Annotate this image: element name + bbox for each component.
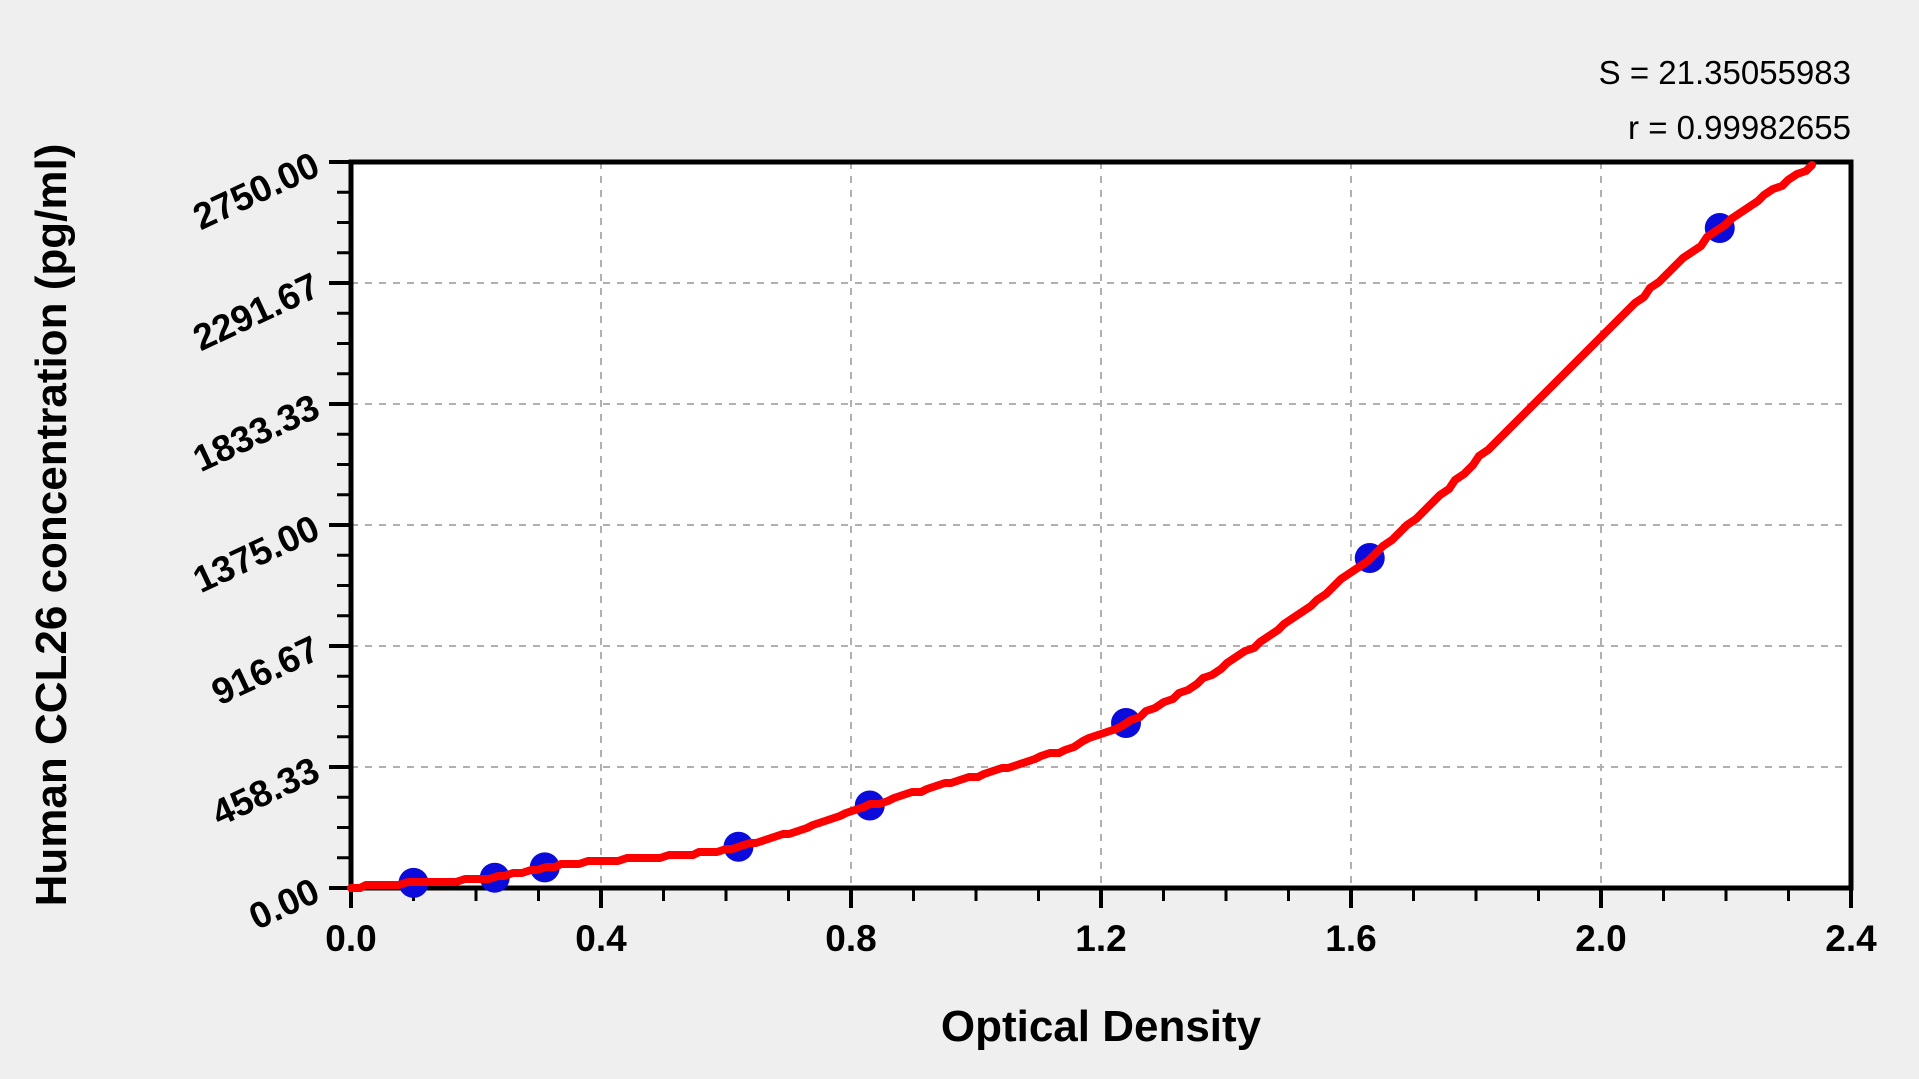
y-axis-title: Human CCL26 concentration (pg/ml) — [27, 144, 76, 907]
plot-border — [348, 159, 1854, 891]
y-tick-label: 0.00 — [243, 870, 326, 938]
y-tick-label: 1375.00 — [187, 507, 326, 601]
fit-s-annotation: S = 21.35055983 — [1599, 54, 1851, 91]
y-tick-label: 2291.67 — [187, 265, 326, 359]
y-tick-label: 1833.33 — [187, 386, 326, 480]
chart-generated-layer: 0.0 0.4 0.8 1.2 1.6 2.0 2.4 0.00 458.33 916.67 137… — [187, 144, 1877, 959]
x-tick-label: 2.4 — [1825, 918, 1877, 959]
y-tick-label: 458.33 — [205, 749, 325, 834]
y-tick-label: 2750.00 — [187, 144, 326, 238]
x-tick-label: 0.8 — [825, 918, 876, 959]
x-tick-label: 0.0 — [325, 918, 376, 959]
y-tick-label: 916.67 — [205, 628, 325, 713]
x-tick-label: 1.6 — [1325, 918, 1376, 959]
fitted-standard-curve — [347, 161, 1816, 892]
fit-r-annotation: r = 0.99982655 — [1628, 109, 1851, 146]
x-tick-label: 0.4 — [575, 918, 627, 959]
x-axis-title: Optical Density — [941, 1002, 1262, 1051]
x-tick-label: 1.2 — [1075, 918, 1126, 959]
x-tick-label: 2.0 — [1575, 918, 1626, 959]
